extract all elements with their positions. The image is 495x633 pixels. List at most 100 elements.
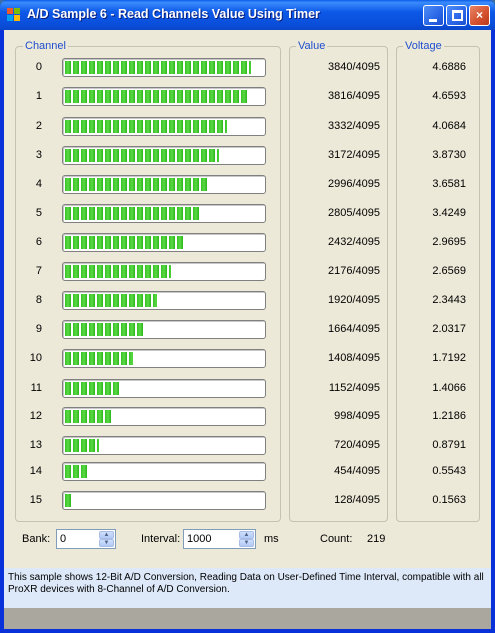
channel-progress-bar xyxy=(62,146,266,165)
channel-voltage: 4.0684 xyxy=(432,120,466,132)
close-button[interactable]: × xyxy=(469,5,490,26)
channel-progress-bar xyxy=(62,204,266,223)
channel-progress-fill xyxy=(65,149,219,162)
channel-progress-fill xyxy=(65,352,133,365)
channel-voltage: 0.5543 xyxy=(432,465,466,477)
channel-group-label: Channel xyxy=(23,40,68,52)
channel-value: 128/4095 xyxy=(334,494,380,506)
channel-progress-fill xyxy=(65,323,145,336)
info-text: This sample shows 12-Bit A/D Conversion,… xyxy=(8,572,484,595)
channel-progress-fill xyxy=(65,207,201,220)
window-title: A/D Sample 6 - Read Channels Value Using… xyxy=(27,7,320,21)
channel-voltage: 2.6569 xyxy=(432,265,466,277)
channel-number: 5 xyxy=(35,207,42,219)
channel-progress-bar xyxy=(62,436,266,455)
info-panel: This sample shows 12-Bit A/D Conversion,… xyxy=(4,568,491,608)
channel-progress-bar xyxy=(62,407,266,426)
channel-value: 1408/4095 xyxy=(328,352,380,364)
interval-spinner[interactable]: 1000 ▲ ▼ xyxy=(183,529,256,549)
channel-value: 720/4095 xyxy=(334,439,380,451)
minimize-button[interactable] xyxy=(423,5,444,26)
interval-spin-buttons: ▲ ▼ xyxy=(239,531,254,547)
channel-voltage: 3.6581 xyxy=(432,178,466,190)
channel-value: 2176/4095 xyxy=(328,265,380,277)
status-bar xyxy=(4,608,491,629)
channel-value: 454/4095 xyxy=(334,465,380,477)
interval-unit: ms xyxy=(264,533,279,545)
channel-progress-fill xyxy=(65,178,209,191)
channel-number: 12 xyxy=(29,410,42,422)
channel-number: 0 xyxy=(35,61,42,73)
channel-number: 8 xyxy=(35,294,42,306)
channel-value: 3816/4095 xyxy=(328,90,380,102)
channel-value: 1152/4095 xyxy=(328,382,380,394)
close-icon: × xyxy=(475,8,483,22)
channel-voltage: 0.8791 xyxy=(432,439,466,451)
app-icon xyxy=(7,8,21,22)
channel-value: 1920/4095 xyxy=(328,294,380,306)
channel-progress-fill xyxy=(65,382,121,395)
channel-progress-bar xyxy=(62,117,266,136)
channel-progress-bar xyxy=(62,379,266,398)
voltage-group: Voltage xyxy=(396,40,480,522)
minimize-icon xyxy=(429,19,437,22)
channel-voltage: 4.6886 xyxy=(432,61,466,73)
channel-value: 1664/4095 xyxy=(328,323,380,335)
channel-voltage: 2.0317 xyxy=(432,323,466,335)
channel-progress-bar xyxy=(62,58,266,77)
channel-number: 10 xyxy=(29,352,42,364)
bank-down-arrow-icon[interactable]: ▼ xyxy=(99,539,114,547)
channel-number: 7 xyxy=(35,265,42,277)
bank-label: Bank: xyxy=(22,533,51,545)
channel-number: 14 xyxy=(29,465,42,477)
count-value: 219 xyxy=(367,533,386,545)
channel-voltage: 4.6593 xyxy=(432,90,466,102)
maximize-icon xyxy=(452,10,463,21)
channel-progress-bar xyxy=(62,87,266,106)
interval-up-arrow-icon[interactable]: ▲ xyxy=(239,531,254,539)
channel-progress-fill xyxy=(65,410,113,423)
channel-progress-fill xyxy=(65,494,71,507)
channel-voltage: 3.4249 xyxy=(432,207,466,219)
channel-progress-fill xyxy=(65,236,183,249)
bank-spin-buttons: ▲ ▼ xyxy=(99,531,114,547)
channel-number: 13 xyxy=(29,439,42,451)
count-label: Count: xyxy=(320,533,353,545)
channel-number: 9 xyxy=(35,323,42,335)
channel-progress-fill xyxy=(65,294,157,307)
channel-value: 998/4095 xyxy=(334,410,380,422)
channel-progress-fill xyxy=(65,120,227,133)
channel-progress-bar xyxy=(62,462,266,481)
channel-progress-bar xyxy=(62,262,266,281)
channel-progress-fill xyxy=(65,465,87,478)
interval-value[interactable]: 1000 xyxy=(187,533,212,545)
channel-progress-fill xyxy=(65,265,171,278)
client-area: Channel Value Voltage 0 3840/4095 4.6886 1 3… xyxy=(4,30,491,629)
interval-down-arrow-icon[interactable]: ▼ xyxy=(239,539,254,547)
channel-value: 3840/4095 xyxy=(328,61,380,73)
interval-label: Interval: xyxy=(141,533,181,545)
channel-voltage: 1.4066 xyxy=(432,382,466,394)
bank-up-arrow-icon[interactable]: ▲ xyxy=(99,531,114,539)
value-group-label: Value xyxy=(296,40,328,52)
channel-voltage: 1.2186 xyxy=(432,410,466,422)
value-group: Value xyxy=(289,40,388,522)
maximize-button[interactable] xyxy=(446,5,467,26)
channel-progress-fill xyxy=(65,61,251,74)
channel-voltage: 0.1563 xyxy=(432,494,466,506)
channel-voltage: 2.9695 xyxy=(432,236,466,248)
channel-number: 2 xyxy=(35,120,42,132)
channel-progress-bar xyxy=(62,291,266,310)
bank-value[interactable]: 0 xyxy=(60,533,67,545)
channel-progress-bar xyxy=(62,233,266,252)
voltage-group-label: Voltage xyxy=(403,40,444,52)
channel-voltage: 3.8730 xyxy=(432,149,466,161)
channel-value: 2805/4095 xyxy=(328,207,380,219)
channel-progress-bar xyxy=(62,349,266,368)
channel-number: 6 xyxy=(35,236,42,248)
bank-spinner[interactable]: 0 ▲ ▼ xyxy=(56,529,116,549)
channel-number: 11 xyxy=(30,382,42,394)
title-bar[interactable]: A/D Sample 6 - Read Channels Value Using… xyxy=(0,0,495,30)
channel-value: 2996/4095 xyxy=(328,178,380,190)
